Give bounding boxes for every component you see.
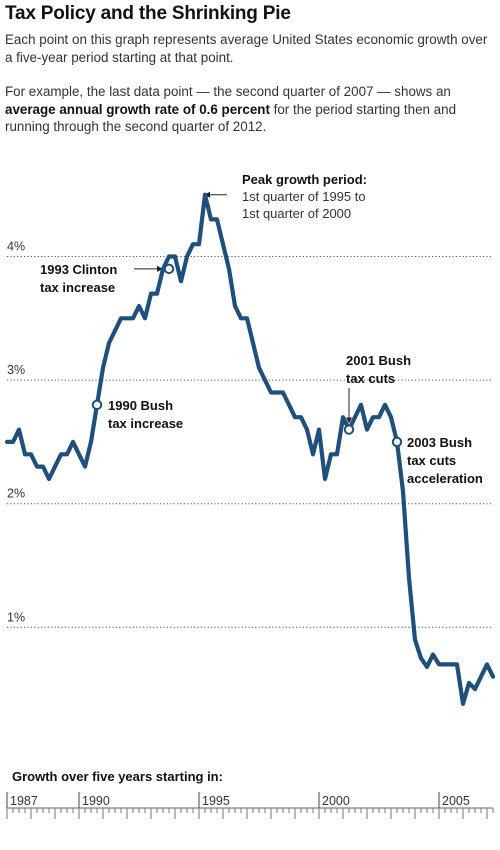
clinton-1993-label-line: tax increase: [40, 280, 115, 295]
clinton-arrow-head: [157, 265, 163, 272]
y-tick-label: 2%: [7, 487, 25, 501]
chart-subtitle: Each point on this graph represents aver…: [5, 32, 488, 65]
y-tick-labels: 4% 3% 2% 1%: [7, 240, 25, 625]
x-tick-label: 2000: [322, 794, 350, 808]
bush-2001-label-line: tax cuts: [346, 371, 395, 386]
bush-2001-marker: [343, 424, 355, 435]
peak-label-line: 1st quarter of 1995 to: [242, 189, 366, 204]
y-tick-label: 4%: [7, 240, 25, 254]
bush-2003-label-line: acceleration: [407, 471, 483, 486]
annotations: 1990 Bush tax increase 1993 Clinton tax inc…: [40, 172, 483, 486]
description-prefix: For example, the last data point — the s…: [5, 84, 451, 99]
peak-label: Peak growth period:: [242, 172, 367, 187]
bush-1990-label: 1990 Bush: [108, 398, 173, 413]
y-tick-label: 1%: [7, 610, 25, 624]
description-bold: average annual growth rate of 0.6 percen…: [5, 101, 270, 117]
x-axis: 1987 1990 1995 2000 2005: [6, 792, 494, 819]
bush-1990-label-line: tax increase: [108, 416, 183, 431]
clinton-1993-label: 1993 Clinton: [40, 262, 117, 277]
bush-1990-marker: [91, 399, 103, 411]
x-tick-label: 2005: [442, 794, 470, 808]
bush-2003-label-line: tax cuts: [407, 453, 456, 468]
chart-title: Tax Policy and the Shrinking Pie: [5, 3, 291, 24]
x-tick-label: 1990: [82, 794, 110, 808]
bush-2003-marker: [391, 436, 403, 448]
annotation-leaders: [134, 191, 352, 424]
x-axis-title: Growth over five years starting in:: [12, 769, 223, 784]
clinton-1993-marker: [163, 263, 175, 275]
y-tick-label: 3%: [7, 363, 25, 377]
series-line: [4, 192, 496, 706]
bush2001-arrow-head: [346, 417, 352, 424]
bush-2003-label: 2003 Bush: [407, 435, 472, 450]
description-suffix: for the period starting then and running…: [5, 101, 457, 135]
chart-description: For example, the last data point — the s…: [5, 83, 497, 136]
x-tick-label: 1995: [202, 794, 230, 808]
bush-2001-label: 2001 Bush: [346, 353, 411, 368]
x-tick-label: 1987: [10, 794, 38, 808]
peak-label-line: 1st quarter of 2000: [242, 206, 351, 221]
